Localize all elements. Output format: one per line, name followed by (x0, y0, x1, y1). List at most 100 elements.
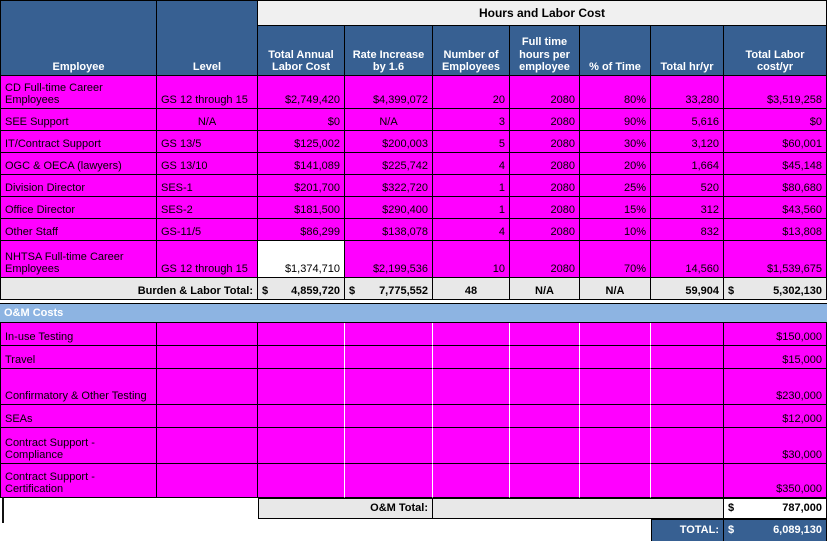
om-empty-cell[interactable] (258, 405, 345, 428)
cell-pct[interactable]: 20% (580, 153, 651, 175)
cell-annual[interactable]: $141,089 (258, 153, 345, 175)
burden-annual-total[interactable]: $ 4,859,720 (258, 278, 345, 300)
om-empty-cell[interactable] (345, 464, 433, 498)
om-empty-cell[interactable] (510, 369, 580, 405)
om-label[interactable]: SEAs (0, 405, 157, 428)
cell-pct[interactable]: 90% (580, 109, 651, 131)
burden-hr-yr-total[interactable]: 59,904 (651, 278, 724, 300)
om-value[interactable]: $350,000 (724, 464, 827, 498)
om-empty-cell[interactable] (510, 323, 580, 346)
om-empty-cell[interactable] (580, 346, 651, 369)
cell-pct[interactable]: 15% (580, 197, 651, 219)
cell-employee[interactable]: Office Director (0, 197, 157, 219)
col-header-fulltime-hours[interactable]: Full time hours per employee (510, 26, 580, 76)
om-empty-cell[interactable] (258, 369, 345, 405)
om-empty-cell[interactable] (510, 428, 580, 464)
om-empty-cell[interactable] (433, 346, 510, 369)
cell-hr-yr[interactable]: 520 (651, 175, 724, 197)
cell-annual[interactable]: $201,700 (258, 175, 345, 197)
om-empty-cell[interactable] (580, 464, 651, 498)
om-empty-cell[interactable] (580, 428, 651, 464)
cell-hours[interactable]: 2080 (510, 241, 580, 278)
om-empty-cell[interactable] (157, 369, 258, 405)
burden-pct-na[interactable]: N/A (580, 278, 651, 300)
om-label[interactable]: Contract Support - Certification (0, 464, 157, 498)
cell-rate[interactable]: $200,003 (345, 131, 433, 153)
cell-hours[interactable]: 2080 (510, 109, 580, 131)
col-header-total-labor-cost-yr[interactable]: Total Labor cost/yr (724, 26, 827, 76)
om-empty-cell[interactable] (157, 428, 258, 464)
om-empty-cell[interactable] (258, 464, 345, 498)
col-header-annual-labor-cost[interactable]: Total Annual Labor Cost (258, 26, 345, 76)
cell-hours[interactable]: 2080 (510, 153, 580, 175)
col-header-rate-increase[interactable]: Rate Increase by 1.6 (345, 26, 433, 76)
cell-level[interactable]: GS 12 through 15 (157, 76, 258, 109)
cell-num-employees[interactable]: 20 (433, 76, 510, 109)
om-empty-cell[interactable] (651, 346, 724, 369)
cell-level[interactable]: GS-11/5 (157, 219, 258, 241)
cell-hr-yr[interactable]: 832 (651, 219, 724, 241)
om-empty-cell[interactable] (651, 405, 724, 428)
cell-annual-highlighted[interactable]: $1,374,710 (258, 241, 345, 278)
om-empty-cell[interactable] (345, 323, 433, 346)
om-empty-cell[interactable] (510, 464, 580, 498)
cell-pct[interactable]: 30% (580, 131, 651, 153)
om-empty-cell[interactable] (157, 323, 258, 346)
cell-hr-yr[interactable]: 14,560 (651, 241, 724, 278)
cell-level[interactable]: GS 13/5 (157, 131, 258, 153)
om-total-value[interactable]: $ 787,000 (724, 498, 827, 519)
om-value[interactable]: $150,000 (724, 323, 827, 346)
cell-cost-yr[interactable]: $80,680 (724, 175, 827, 197)
om-empty-cell[interactable] (258, 346, 345, 369)
om-value[interactable]: $30,000 (724, 428, 827, 464)
om-empty-cell[interactable] (433, 464, 510, 498)
cell-hr-yr[interactable]: 312 (651, 197, 724, 219)
om-label[interactable]: Confirmatory & Other Testing (0, 369, 157, 405)
cell-employee[interactable]: NHTSA Full-time Career Employees (0, 241, 157, 278)
cell-hr-yr[interactable]: 1,664 (651, 153, 724, 175)
om-empty-cell[interactable] (433, 405, 510, 428)
burden-rate-total[interactable]: $ 7,775,552 (345, 278, 433, 300)
col-header-level[interactable]: Level (157, 1, 258, 76)
om-costs-section-header[interactable]: O&M Costs (0, 303, 827, 323)
grand-total-value[interactable]: $ 6,089,130 (724, 519, 827, 541)
cell-rate[interactable]: $225,742 (345, 153, 433, 175)
cell-num-employees[interactable]: 3 (433, 109, 510, 131)
cell-rate[interactable]: $2,199,536 (345, 241, 433, 278)
grand-total-label[interactable]: TOTAL: (651, 519, 724, 541)
cell-cost-yr[interactable]: $60,001 (724, 131, 827, 153)
om-label[interactable]: Contract Support - Compliance (0, 428, 157, 464)
cell-annual[interactable]: $181,500 (258, 197, 345, 219)
cell-rate[interactable]: $322,720 (345, 175, 433, 197)
burden-cost-total[interactable]: $ 5,302,130 (724, 278, 827, 300)
cell-hr-yr[interactable]: 3,120 (651, 131, 724, 153)
om-empty-cell[interactable] (580, 405, 651, 428)
cell-hours[interactable]: 2080 (510, 197, 580, 219)
om-empty-cell[interactable] (651, 369, 724, 405)
cell-num-employees[interactable]: 5 (433, 131, 510, 153)
col-header-pct-time[interactable]: % of Time (580, 26, 651, 76)
cell-hr-yr[interactable]: 33,280 (651, 76, 724, 109)
cell-employee[interactable]: CD Full-time Career Employees (0, 76, 157, 109)
burden-total-label[interactable]: Burden & Labor Total: (0, 278, 258, 300)
cell-employee[interactable]: Division Director (0, 175, 157, 197)
om-label[interactable]: In-use Testing (0, 323, 157, 346)
cell-annual[interactable]: $125,002 (258, 131, 345, 153)
om-empty-cell[interactable] (433, 369, 510, 405)
cell-num-employees[interactable]: 1 (433, 197, 510, 219)
cell-num-employees[interactable]: 1 (433, 175, 510, 197)
om-empty-cell[interactable] (258, 323, 345, 346)
om-empty-cell[interactable] (345, 369, 433, 405)
om-empty-cell[interactable] (433, 323, 510, 346)
col-header-total-hr-yr[interactable]: Total hr/yr (651, 26, 724, 76)
om-empty-cell[interactable] (157, 405, 258, 428)
cell-rate[interactable]: $4,399,072 (345, 76, 433, 109)
table-title[interactable]: Hours and Labor Cost (258, 1, 827, 26)
om-empty-cell[interactable] (651, 323, 724, 346)
om-empty-cell[interactable] (157, 346, 258, 369)
cell-level[interactable]: N/A (157, 109, 258, 131)
cell-level[interactable]: SES-2 (157, 197, 258, 219)
cell-num-employees[interactable]: 4 (433, 219, 510, 241)
om-label[interactable]: Travel (0, 346, 157, 369)
om-empty-cell[interactable] (651, 428, 724, 464)
